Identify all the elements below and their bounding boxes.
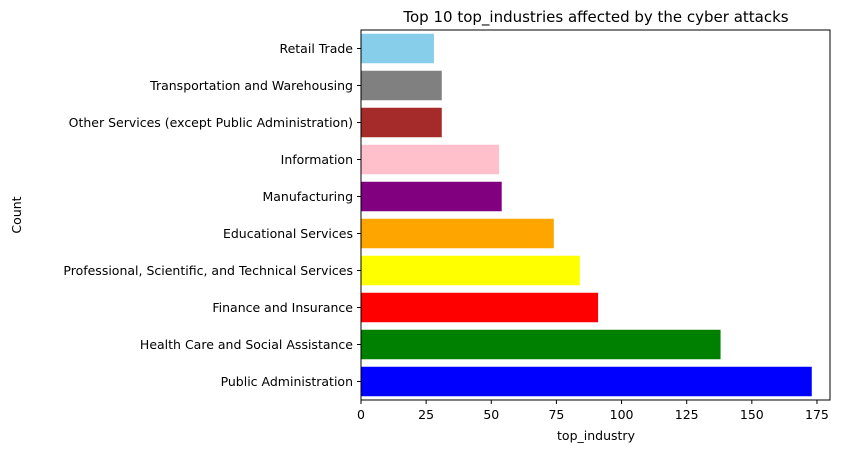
bar-retail-trade: [361, 33, 434, 64]
y-tick-label: Other Services (except Public Administra…: [69, 115, 353, 130]
x-tick-label: 175: [805, 407, 829, 422]
bar-educational-services: [361, 218, 554, 249]
y-tick-labels: Public Administration Health Care and Soc…: [63, 41, 361, 389]
bar-health-care-and-social-assistance: [361, 329, 721, 360]
x-tick-label: 0: [357, 407, 365, 422]
y-axis-label: Count: [9, 196, 24, 233]
y-tick-label: Professional, Scientific, and Technical …: [63, 263, 353, 278]
bar-professional-scientific-and-technical-services: [361, 255, 580, 286]
x-tick-label: 125: [675, 407, 699, 422]
y-tick-label: Finance and Insurance: [212, 300, 353, 315]
chart-title: Top 10 top_industries affected by the cy…: [402, 8, 788, 27]
y-tick-label: Manufacturing: [262, 189, 353, 204]
bars-group: [361, 33, 812, 397]
x-tick-label: 50: [483, 407, 499, 422]
y-tick-label: Educational Services: [223, 226, 353, 241]
y-tick-label: Public Administration: [221, 374, 353, 389]
y-tick-label: Transportation and Warehousing: [149, 78, 353, 93]
x-tick-label: 25: [418, 407, 434, 422]
y-tick-label: Information: [281, 152, 353, 167]
x-tick-label: 100: [610, 407, 634, 422]
plot-area-frame: [360, 29, 831, 401]
bar-finance-and-insurance: [361, 292, 599, 323]
bar-public-administration: [361, 366, 812, 397]
x-tick-label: 75: [548, 407, 564, 422]
bar-manufacturing: [361, 181, 502, 212]
x-ticks: 0 25 50 75 100 125 150 175: [357, 400, 829, 422]
bar-transportation-and-warehousing: [361, 70, 442, 101]
x-axis-label: top_industry: [557, 428, 636, 443]
y-tick-label: Retail Trade: [279, 41, 353, 56]
bar-information: [361, 144, 500, 175]
x-tick-label: 150: [740, 407, 764, 422]
y-tick-label: Health Care and Social Assistance: [140, 337, 353, 352]
bar-other-services-except-public-administration: [361, 107, 442, 138]
